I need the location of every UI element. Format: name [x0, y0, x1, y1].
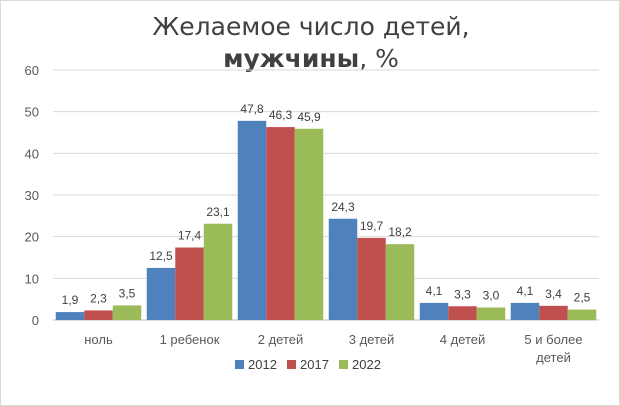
- bar: [146, 267, 176, 320]
- legend-swatch: [339, 360, 348, 369]
- bar: [203, 223, 233, 320]
- data-label: 4,1: [426, 284, 443, 298]
- chart-title-bold: мужчины: [223, 44, 360, 73]
- x-tick-label: 2 детей: [258, 332, 304, 347]
- data-label: 2,3: [90, 291, 107, 305]
- data-label: 23,1: [206, 205, 230, 219]
- data-label: 12,5: [149, 249, 173, 263]
- bar: [237, 120, 267, 320]
- data-label: 46,3: [269, 108, 293, 122]
- data-label: 3,0: [483, 289, 500, 303]
- y-tick-label: 60: [25, 63, 39, 78]
- data-label: 47,8: [240, 102, 264, 116]
- chart-title-line1: Желаемое число детей,: [152, 12, 470, 41]
- legend-swatch: [235, 360, 244, 369]
- bar: [385, 244, 415, 320]
- x-tick-label: детей: [536, 350, 571, 365]
- data-label: 1,9: [62, 293, 79, 307]
- data-label: 4,1: [517, 284, 534, 298]
- y-tick-label: 20: [25, 230, 39, 245]
- bar: [476, 307, 506, 320]
- data-label: 3,5: [119, 286, 136, 300]
- x-tick-label: 4 детей: [440, 332, 486, 347]
- x-tick-label: 3 детей: [349, 332, 395, 347]
- data-label: 17,4: [178, 229, 202, 243]
- y-tick-label: 40: [25, 146, 39, 161]
- bar: [266, 127, 295, 320]
- legend-swatch: [287, 360, 296, 369]
- bar: [84, 310, 113, 320]
- chart-title-line2: мужчины, %: [1, 43, 620, 75]
- bar: [419, 302, 449, 320]
- data-label: 18,2: [388, 225, 412, 239]
- legend-label: 2012: [248, 357, 277, 372]
- data-label: 2,5: [574, 291, 591, 305]
- legend-label: 2017: [300, 357, 329, 372]
- x-tick-label: 1 ребенок: [160, 332, 220, 347]
- data-label: 45,9: [297, 110, 321, 124]
- data-label: 3,3: [454, 287, 471, 301]
- bar: [294, 128, 324, 320]
- chart-title-rest: , %: [359, 44, 399, 73]
- y-tick-label: 50: [25, 105, 39, 120]
- y-tick-label: 0: [32, 313, 39, 328]
- bar: [539, 305, 568, 320]
- bar: [328, 218, 358, 320]
- bar: [357, 237, 386, 320]
- chart-title: Желаемое число детей, мужчины, %: [1, 11, 620, 75]
- bar: [175, 247, 204, 320]
- x-tick-label: 5 и более: [524, 332, 582, 347]
- data-label: 3,4: [545, 287, 562, 301]
- y-tick-label: 10: [25, 271, 39, 286]
- bar: [112, 305, 142, 320]
- y-tick-label: 30: [25, 188, 39, 203]
- bar: [510, 302, 540, 320]
- bar: [55, 312, 85, 320]
- data-label: 24,3: [331, 200, 355, 214]
- x-tick-label: ноль: [84, 332, 113, 347]
- data-label: 19,7: [360, 219, 384, 233]
- bar: [567, 309, 597, 320]
- bar: [448, 306, 477, 320]
- legend-label: 2022: [352, 357, 381, 372]
